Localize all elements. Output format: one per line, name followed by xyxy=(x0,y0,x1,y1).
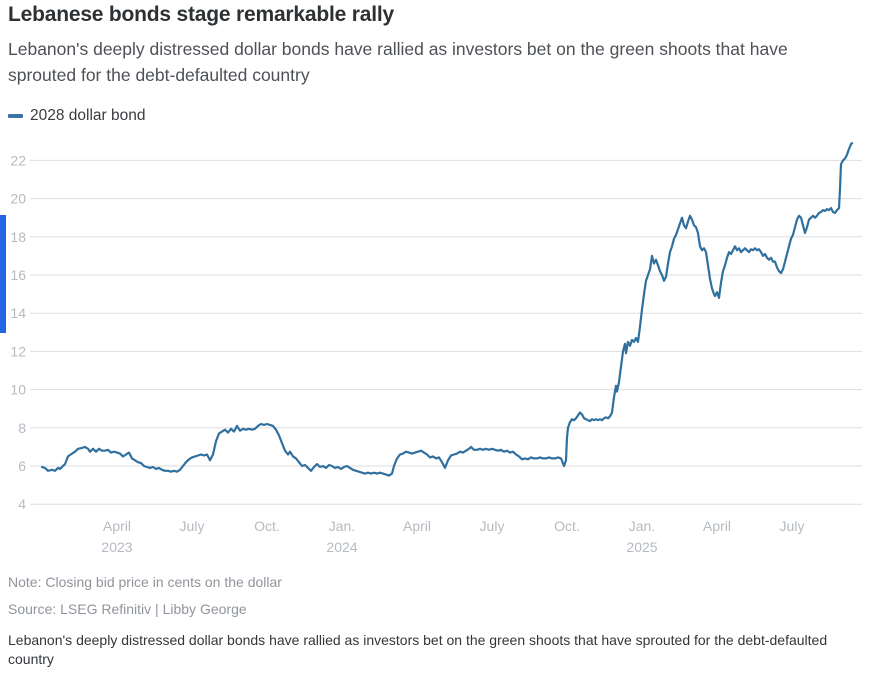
x-axis-tick-label: Jan. xyxy=(329,518,355,534)
legend-series-label: 2028 dollar bond xyxy=(30,107,146,124)
x-axis-year-label: 2024 xyxy=(326,539,357,555)
blue-accent-bar xyxy=(0,215,6,333)
footer-description: Lebanon's deeply distressed dollar bonds… xyxy=(8,632,828,667)
x-axis-tick-label: July xyxy=(180,518,205,534)
y-axis-tick-label: 4 xyxy=(18,496,26,512)
chart-source: Source: LSEG Refinitiv | Libby George xyxy=(8,601,247,617)
chart-note: Note: Closing bid price in cents on the … xyxy=(8,574,282,590)
chart-legend: 2028 dollar bond xyxy=(8,107,146,125)
x-axis-tick-label: April xyxy=(103,518,131,534)
y-axis-tick-label: 6 xyxy=(18,458,26,474)
legend-line-swatch-icon xyxy=(8,114,23,118)
chart-subtitle: Lebanon's deeply distressed dollar bonds… xyxy=(8,39,788,85)
x-axis-year-label: 2023 xyxy=(101,539,132,555)
x-axis-tick-label: Oct. xyxy=(254,518,280,534)
y-axis-tick-label: 12 xyxy=(10,343,26,359)
y-axis-tick-label: 10 xyxy=(10,382,26,398)
x-axis-tick-label: April xyxy=(403,518,431,534)
y-axis-tick-label: 22 xyxy=(10,152,26,168)
x-axis-tick-label: April xyxy=(703,518,731,534)
y-axis-tick-label: 20 xyxy=(10,191,26,207)
x-axis-tick-label: Oct. xyxy=(554,518,580,534)
x-axis-tick-label: July xyxy=(480,518,505,534)
bond-price-line xyxy=(40,142,854,477)
x-axis-tick-label: Jan. xyxy=(629,518,655,534)
y-axis-tick-label: 18 xyxy=(10,229,26,245)
page-title: Lebanese bonds stage remarkable rally xyxy=(8,3,394,26)
y-axis-tick-label: 16 xyxy=(10,267,26,283)
x-axis-year-label: 2025 xyxy=(626,539,657,555)
y-axis-tick-label: 14 xyxy=(10,305,26,321)
x-axis-tick-label: July xyxy=(780,518,805,534)
y-axis-tick-label: 8 xyxy=(18,420,26,436)
